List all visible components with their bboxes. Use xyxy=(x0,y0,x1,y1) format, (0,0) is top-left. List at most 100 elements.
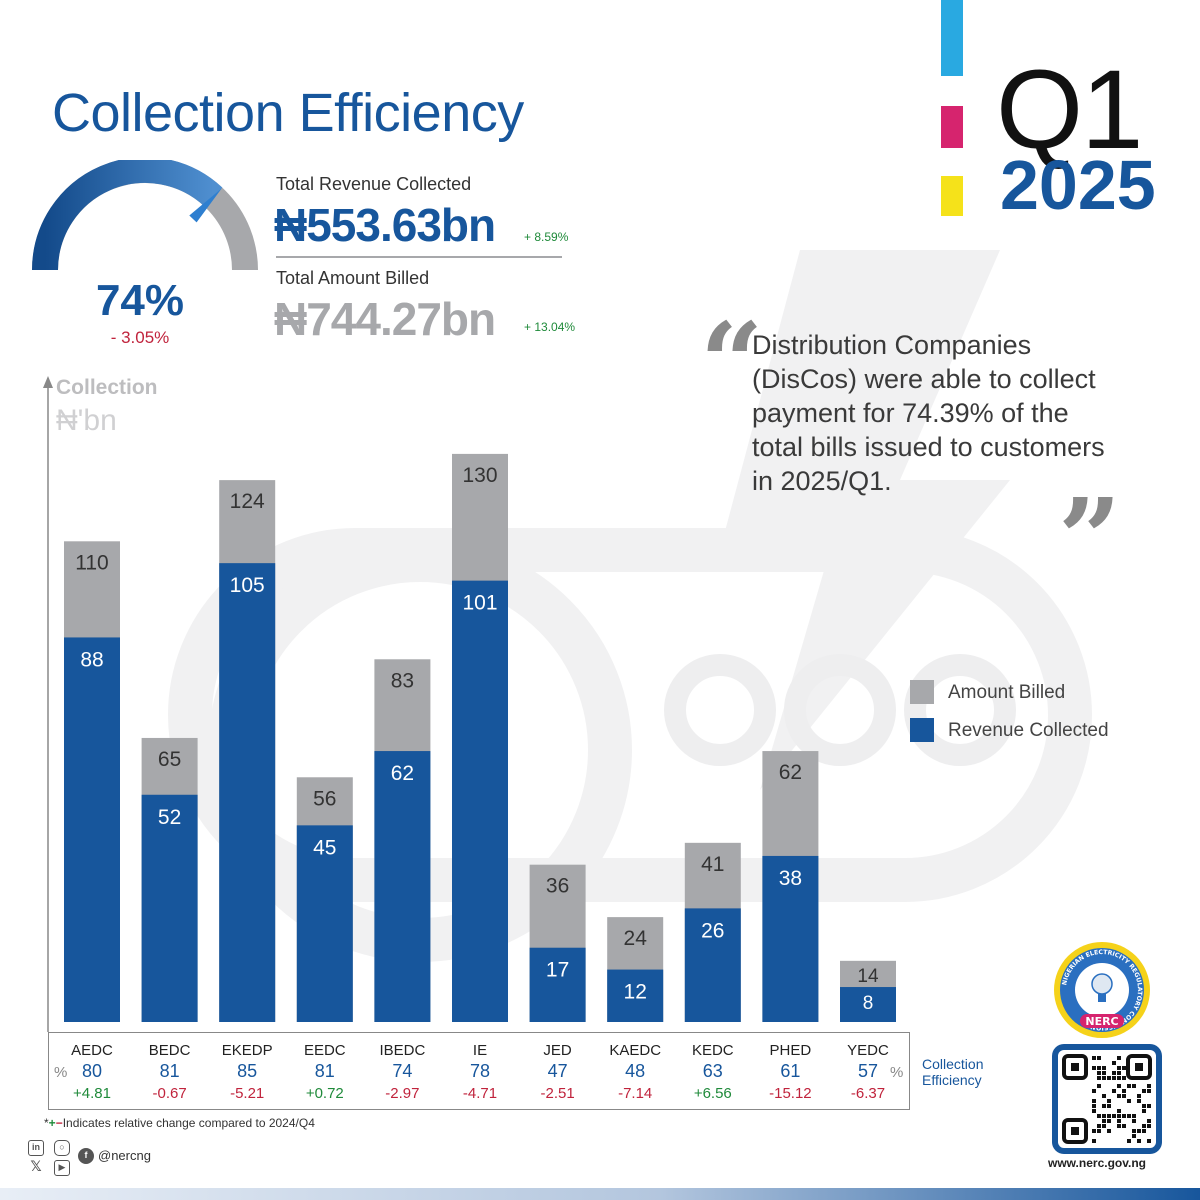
gauge-needle xyxy=(189,188,222,223)
gauge-change: - 3.05% xyxy=(110,328,170,347)
bar-collected-bedc xyxy=(141,794,198,1022)
label-billed-bedc: 65 xyxy=(158,748,181,771)
table-change-phed: -15.12 xyxy=(769,1085,812,1102)
label-billed-eedc: 56 xyxy=(313,787,336,810)
website-link[interactable]: www.nerc.gov.ng xyxy=(1048,1156,1147,1170)
table-name-ekedp: EKEDP xyxy=(221,1042,273,1059)
table-efficiency-ekedp: 85 xyxy=(237,1061,258,1081)
table-name-jed: JED xyxy=(543,1042,572,1059)
table-efficiency-kaedc: 48 xyxy=(625,1061,646,1081)
label-billed-phed: 62 xyxy=(779,761,802,784)
efficiency-table xyxy=(48,1032,910,1110)
footnote-text: Indicates relative change compared to 20… xyxy=(62,1116,315,1130)
social-handle[interactable]: @nercng xyxy=(98,1148,151,1163)
legend-swatch-collected xyxy=(910,718,934,742)
table-change-ekedp: -5.21 xyxy=(230,1085,265,1102)
efficiency-label: Collection Efficiency xyxy=(922,1056,1002,1088)
label-collected-bedc: 52 xyxy=(158,806,181,829)
label-billed-jed: 36 xyxy=(546,875,569,898)
percent-mark-right: % xyxy=(890,1064,904,1081)
close-quote-mark: ” xyxy=(1058,474,1122,603)
table-efficiency-kedc: 63 xyxy=(702,1061,723,1081)
table-change-yedc: -6.37 xyxy=(850,1085,886,1102)
bar-collected-kedc xyxy=(684,908,741,1022)
table-efficiency-ie: 78 xyxy=(469,1061,491,1081)
revenue-label: Total Revenue Collected xyxy=(276,174,472,194)
bar-collected-eedc xyxy=(296,825,353,1022)
label-collected-aedc: 88 xyxy=(80,648,103,671)
percent-mark-left: % xyxy=(54,1064,68,1081)
label-billed-ie: 130 xyxy=(462,464,497,487)
table-efficiency-bedc: 81 xyxy=(159,1061,180,1081)
bar-collected-phed xyxy=(762,855,819,1022)
facebook-icon[interactable]: f xyxy=(78,1148,94,1164)
table-change-kedc: +6.56 xyxy=(693,1085,732,1102)
legend-label-billed: Amount Billed xyxy=(948,682,1066,703)
open-quote-mark: “ xyxy=(700,298,764,427)
gauge-fill-arc xyxy=(32,160,223,271)
table-change-ibedc: -2.97 xyxy=(385,1085,420,1102)
accent-stripe-cyan xyxy=(941,0,963,76)
table-efficiency-jed: 47 xyxy=(547,1061,568,1081)
label-collected-ie: 101 xyxy=(462,592,497,615)
footnote: *+−Indicates relative change compared to… xyxy=(44,1116,315,1130)
legend-swatch-billed xyxy=(910,680,934,704)
label-billed-ibedc: 83 xyxy=(391,669,414,692)
table-change-aedc: +4.81 xyxy=(73,1085,111,1102)
gauge-value: 74% xyxy=(95,276,185,325)
label-collected-eedc: 45 xyxy=(313,836,336,859)
efficiency-label-line1: Collection xyxy=(922,1056,984,1072)
x-icon[interactable]: 𝕏 xyxy=(30,1158,42,1174)
table-name-kedc: KEDC xyxy=(691,1042,734,1059)
bottom-bar xyxy=(0,1188,1200,1200)
footnote-minus: − xyxy=(55,1116,63,1130)
table-name-phed: PHED xyxy=(769,1042,812,1059)
linkedin-icon[interactable]: in xyxy=(28,1140,44,1156)
table-change-ie: -4.71 xyxy=(462,1085,498,1102)
label-billed-ekedp: 124 xyxy=(230,490,265,513)
quote-text: Distribution Companies (DisCos) were abl… xyxy=(752,330,1105,496)
billed-change: + 13.04% xyxy=(524,320,576,334)
bar-collected-kaedc xyxy=(607,969,664,1022)
table-name-kaedc: KAEDC xyxy=(609,1042,662,1059)
billed-label: Total Amount Billed xyxy=(276,268,430,288)
footnote-plus: + xyxy=(48,1116,56,1130)
page-title: Collection Efficiency xyxy=(52,83,524,143)
efficiency-label-line2: Efficiency xyxy=(922,1072,982,1088)
label-billed-aedc: 110 xyxy=(75,551,108,574)
bar-collected-ibedc xyxy=(374,751,431,1022)
table-name-ie: IE xyxy=(472,1042,488,1059)
label-billed-kedc: 41 xyxy=(701,853,724,876)
table-efficiency-aedc: 80 xyxy=(81,1061,103,1081)
accent-stripe-yellow xyxy=(941,176,963,216)
table-name-aedc: AEDC xyxy=(71,1042,113,1059)
kpi-divider xyxy=(276,256,562,258)
nerc-logo: NIGERIAN ELECTRICITY REGULATORY COMMISSI… xyxy=(1054,942,1150,1038)
revenue-change: + 8.59% xyxy=(524,230,569,244)
footnote-star: * xyxy=(44,1116,49,1130)
table-efficiency-yedc: 57 xyxy=(857,1061,879,1081)
youtube-icon[interactable]: ▶ xyxy=(54,1160,70,1176)
table-efficiency-eedc: 81 xyxy=(314,1061,335,1081)
efficiency-gauge xyxy=(32,160,258,271)
revenue-value: ₦553.63bn xyxy=(274,199,496,251)
table-efficiency-ibedc: 74 xyxy=(392,1061,413,1081)
y-axis-unit: ₦'bn xyxy=(56,404,117,437)
accent-stripe-magenta xyxy=(941,106,963,148)
table-change-eedc: +0.72 xyxy=(305,1085,344,1102)
table-name-ibedc: IBEDC xyxy=(379,1042,426,1059)
label-collected-ekedp: 105 xyxy=(230,574,265,597)
instagram-icon[interactable]: ○ xyxy=(54,1140,70,1156)
table-name-eedc: EEDC xyxy=(303,1042,346,1059)
qr-code[interactable] xyxy=(1052,1044,1162,1154)
label-collected-jed: 17 xyxy=(546,959,569,982)
table-name-yedc: YEDC xyxy=(847,1042,889,1059)
table-change-bedc: -0.67 xyxy=(152,1085,187,1102)
y-axis-arrow xyxy=(43,376,53,388)
bar-collected-ie xyxy=(452,580,508,1022)
y-axis-label: Collection xyxy=(56,376,158,399)
label-collected-phed: 38 xyxy=(779,867,802,890)
table-efficiency-phed: 61 xyxy=(780,1061,801,1081)
bar-collected-aedc xyxy=(64,637,120,1022)
